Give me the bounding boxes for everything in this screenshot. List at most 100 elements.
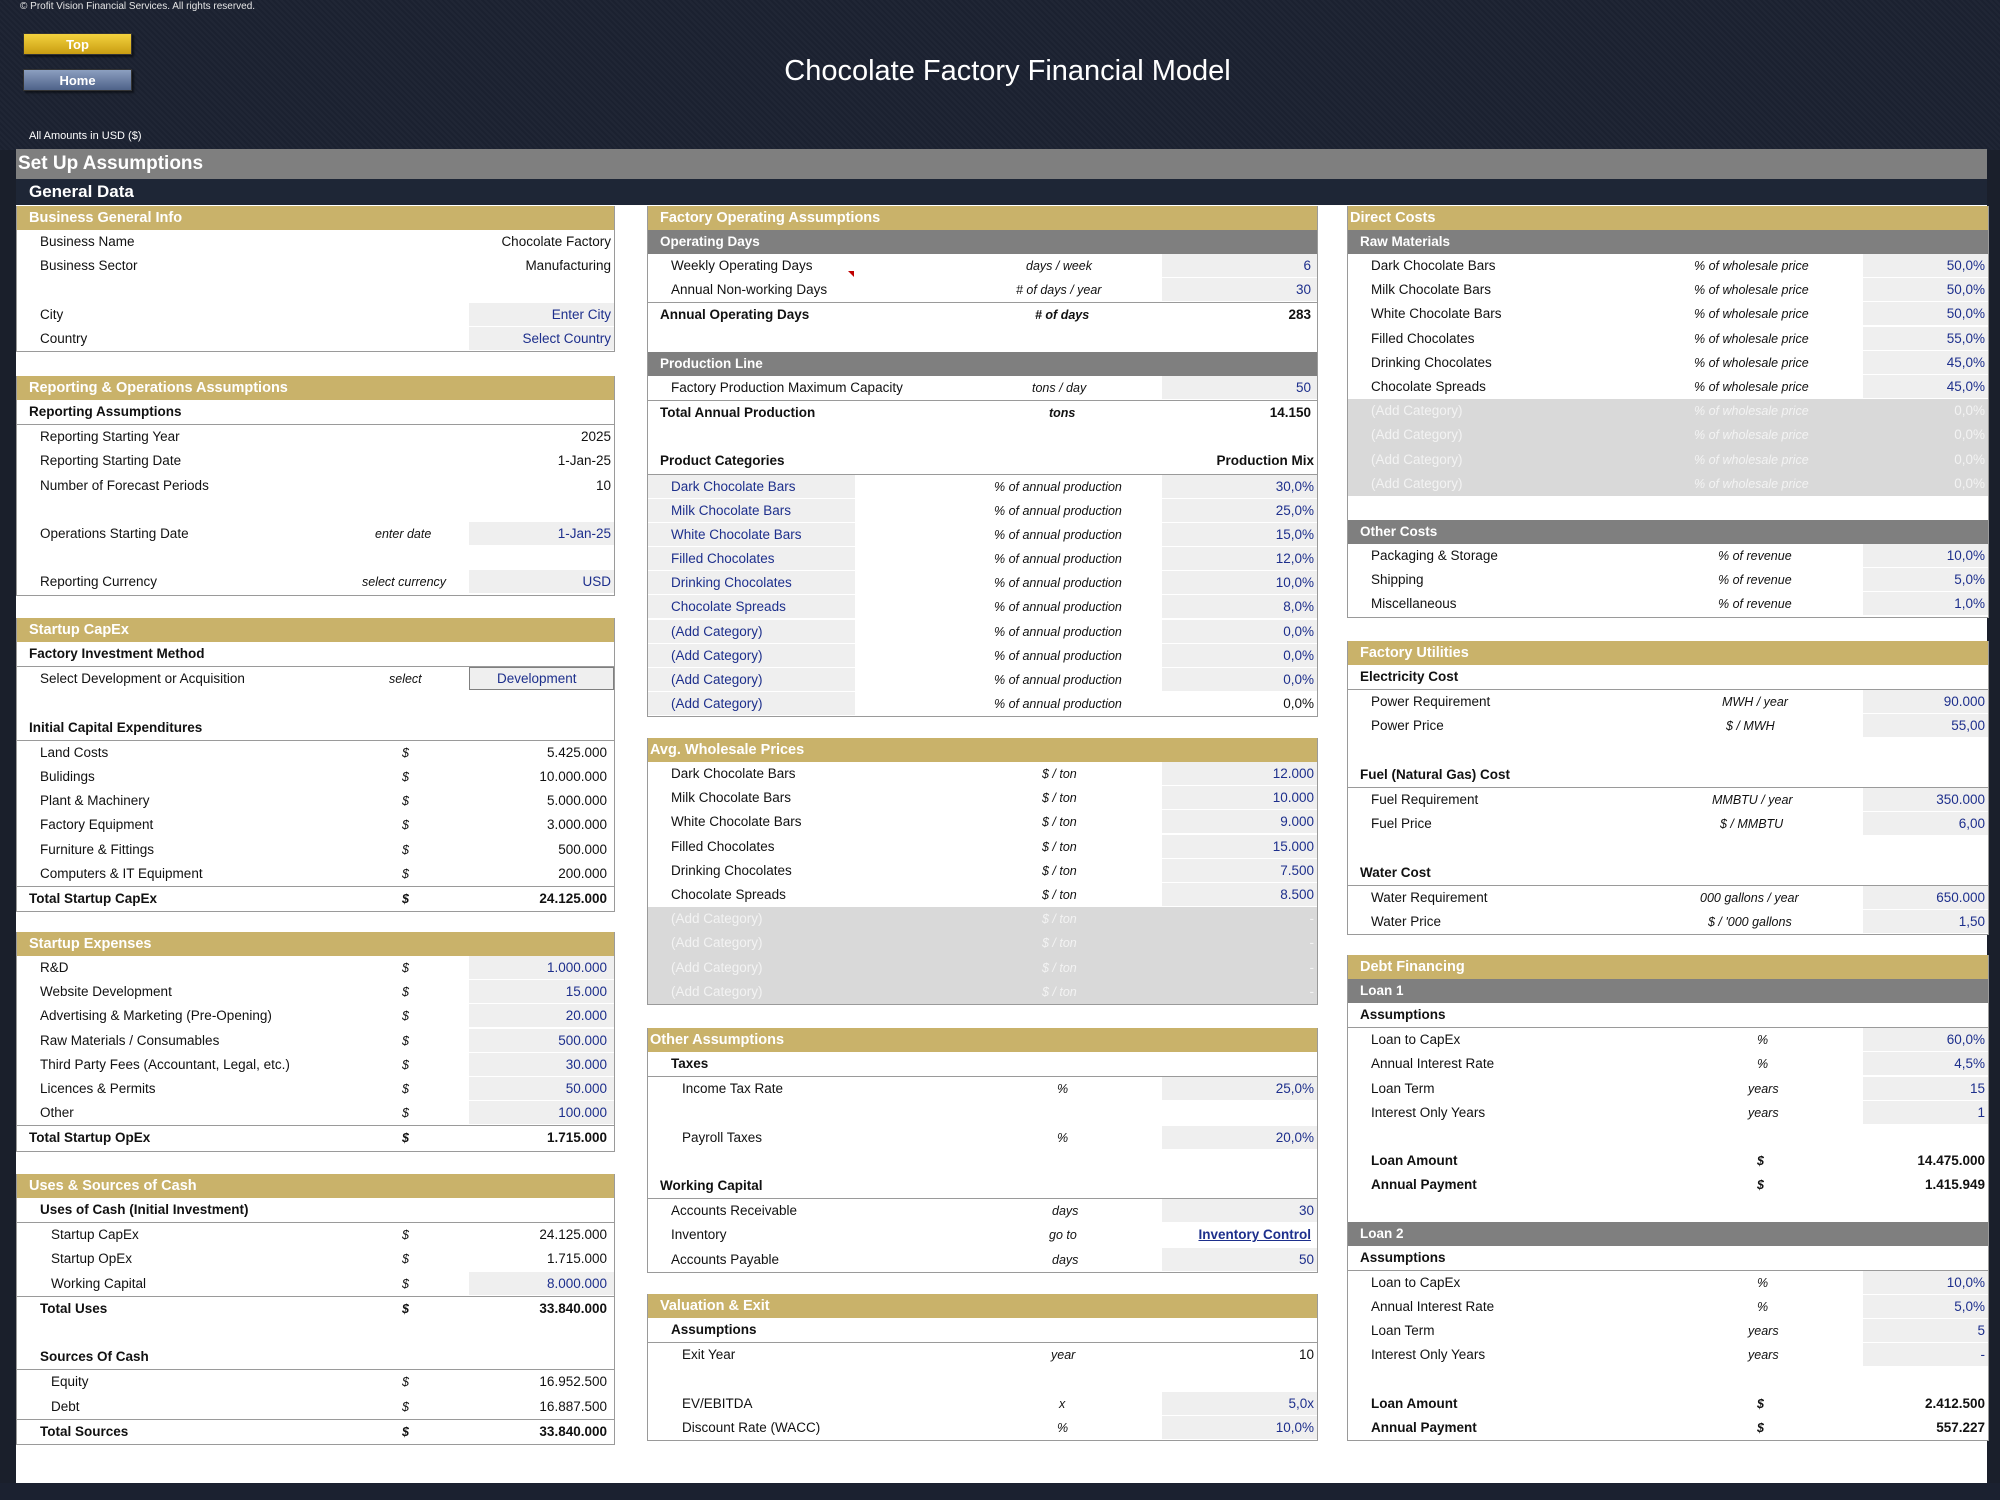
input-bg — [1162, 498, 1317, 522]
category-input[interactable]: (Add Category) — [671, 672, 763, 687]
mix-input[interactable]: 0,0% — [1283, 647, 1314, 663]
currency-select[interactable]: USD — [582, 574, 611, 590]
loan1-io-input[interactable]: 1 — [1977, 1104, 1985, 1120]
price-input[interactable]: 9.000 — [1280, 814, 1314, 830]
comment-indicator-icon[interactable] — [848, 271, 854, 278]
top-button[interactable]: Top — [23, 33, 132, 55]
loan2-rate-input[interactable]: 5,0% — [1954, 1299, 1985, 1315]
home-button[interactable]: Home — [23, 69, 132, 91]
label: Working Capital — [51, 1275, 147, 1291]
category-input[interactable]: White Chocolate Bars — [671, 526, 802, 542]
price-input[interactable]: 12.000 — [1272, 766, 1314, 781]
raw-cost-input[interactable]: 50,0% — [1946, 282, 1985, 298]
inventory-control-link[interactable]: Inventory Control — [1198, 1227, 1311, 1243]
unit: go to — [1049, 1228, 1077, 1243]
category-input[interactable]: (Add Category) — [671, 647, 763, 663]
label: Fuel Price — [1371, 816, 1432, 832]
unit: % of wholesale price — [1694, 404, 1809, 419]
fuel-requirement-input[interactable]: 350.000 — [1936, 791, 1985, 807]
category-input[interactable]: (Add Category) — [671, 623, 763, 639]
raw-cost-input[interactable]: 55,0% — [1946, 330, 1985, 346]
income-tax-input[interactable]: 25,0% — [1275, 1081, 1314, 1097]
raw-cost-input[interactable]: 45,0% — [1946, 354, 1985, 370]
expense-input[interactable]: 20.000 — [565, 1008, 607, 1024]
loan2-io-input[interactable]: - — [1980, 1347, 1986, 1363]
loan2-ltc-input[interactable]: 10,0% — [1946, 1274, 1985, 1290]
country-select[interactable]: Select Country — [522, 330, 611, 346]
category-input[interactable]: (Add Category) — [671, 696, 763, 712]
price-input[interactable]: 10.000 — [1272, 790, 1314, 806]
water-price-input[interactable]: 1,50 — [1958, 913, 1985, 929]
mix-input[interactable]: 12,0% — [1275, 551, 1314, 567]
capacity-input[interactable]: 50 — [1295, 379, 1311, 395]
category-input[interactable]: Filled Chocolates — [671, 551, 775, 567]
value: 5.000.000 — [546, 793, 607, 809]
power-price-input[interactable]: 55,00 — [1951, 718, 1985, 734]
loan1-ltc-input[interactable]: 60,0% — [1946, 1032, 1985, 1048]
unit: $ / ton — [1042, 863, 1077, 878]
utilities-panel: Factory Utilities Electricity Cost Power… — [1347, 641, 1989, 936]
loan1-term-input[interactable]: 15 — [1969, 1080, 1985, 1096]
mix-input[interactable]: 0,0% — [1283, 623, 1314, 639]
table-row: (Add Category) % of annual production 0,… — [648, 692, 1317, 716]
input-bg — [1863, 254, 1988, 277]
unit: $ — [402, 1131, 409, 1146]
table-row: Chocolate Spreads % of annual production… — [648, 595, 1317, 619]
weekly-days-input[interactable]: 6 — [1303, 258, 1311, 273]
wacc-input[interactable]: 10,0% — [1275, 1419, 1314, 1435]
row-income-tax: Income Tax Rate % 25,0% — [648, 1076, 1317, 1101]
label: Website Development — [40, 984, 172, 1000]
category-input[interactable]: Chocolate Spreads — [671, 599, 786, 615]
mix-input[interactable]: 0,0% — [1283, 672, 1314, 687]
expense-input[interactable]: 1.000.000 — [546, 960, 607, 975]
unit: % of annual production — [994, 552, 1122, 567]
fuel-price-input[interactable]: 6,00 — [1958, 816, 1985, 832]
unit: $ — [1757, 1178, 1764, 1193]
nonwork-days-input[interactable]: 30 — [1295, 282, 1311, 298]
row-sub: Assumptions — [1348, 1246, 1988, 1270]
value: 500.000 — [558, 841, 607, 857]
mix-input[interactable]: 10,0% — [1275, 575, 1314, 591]
expense-input[interactable]: 100.000 — [558, 1105, 607, 1121]
category-input[interactable]: Drinking Chocolates — [671, 575, 792, 591]
expense-input[interactable]: 30.000 — [565, 1056, 607, 1072]
ar-days-input[interactable]: 30 — [1298, 1203, 1314, 1219]
table-row: (Add Category) % of annual production 0,… — [648, 619, 1317, 644]
mix-input[interactable]: 30,0% — [1275, 478, 1314, 494]
price-input[interactable]: 7.500 — [1280, 862, 1314, 878]
mix-input[interactable]: 25,0% — [1275, 502, 1314, 518]
raw-cost-input[interactable]: 50,0% — [1946, 306, 1985, 322]
method-dropdown[interactable]: Development — [497, 671, 577, 687]
price-input[interactable]: 15.000 — [1272, 838, 1314, 854]
other-cost-input[interactable]: 1,0% — [1954, 596, 1985, 612]
expense-input[interactable]: 500.000 — [558, 1032, 607, 1048]
unit: $ / '000 gallons — [1708, 914, 1792, 929]
mix-input[interactable]: 15,0% — [1275, 526, 1314, 542]
loan1-rate-input[interactable]: 4,5% — [1954, 1056, 1985, 1072]
other-cost-input[interactable]: 10,0% — [1946, 548, 1985, 564]
loan2-term-input[interactable]: 5 — [1977, 1323, 1985, 1339]
other-cost-input[interactable]: 5,0% — [1954, 572, 1985, 588]
power-requirement-input[interactable]: 90.000 — [1943, 694, 1985, 710]
ev-ebitda-input[interactable]: 5,0x — [1288, 1395, 1314, 1411]
category-input[interactable]: Dark Chocolate Bars — [671, 478, 796, 494]
input-bg — [648, 692, 855, 716]
category-input[interactable]: Milk Chocolate Bars — [671, 502, 792, 518]
price-input[interactable]: 8.500 — [1280, 886, 1314, 902]
ap-days-input[interactable]: 50 — [1298, 1251, 1314, 1267]
label: Annual Interest Rate — [1371, 1056, 1495, 1072]
value: 33.840.000 — [539, 1423, 607, 1439]
city-input[interactable]: Enter City — [551, 306, 611, 322]
raw-cost-input[interactable]: 45,0% — [1946, 378, 1985, 394]
expense-input[interactable]: 50.000 — [565, 1080, 607, 1096]
payroll-tax-input[interactable]: 20,0% — [1275, 1129, 1314, 1145]
spacer — [17, 278, 614, 302]
ops-date-input[interactable]: 1-Jan-25 — [557, 525, 611, 541]
table-row: Land Costs $ 5.425.000 — [17, 739, 614, 765]
unit: $ — [402, 866, 409, 881]
water-requirement-input[interactable]: 650.000 — [1936, 889, 1985, 905]
expense-input[interactable]: 15.000 — [565, 984, 607, 1000]
raw-cost-input[interactable]: 50,0% — [1946, 258, 1985, 273]
mix-input[interactable]: 8,0% — [1283, 599, 1314, 615]
working-capital-input[interactable]: 8.000.000 — [546, 1275, 607, 1291]
